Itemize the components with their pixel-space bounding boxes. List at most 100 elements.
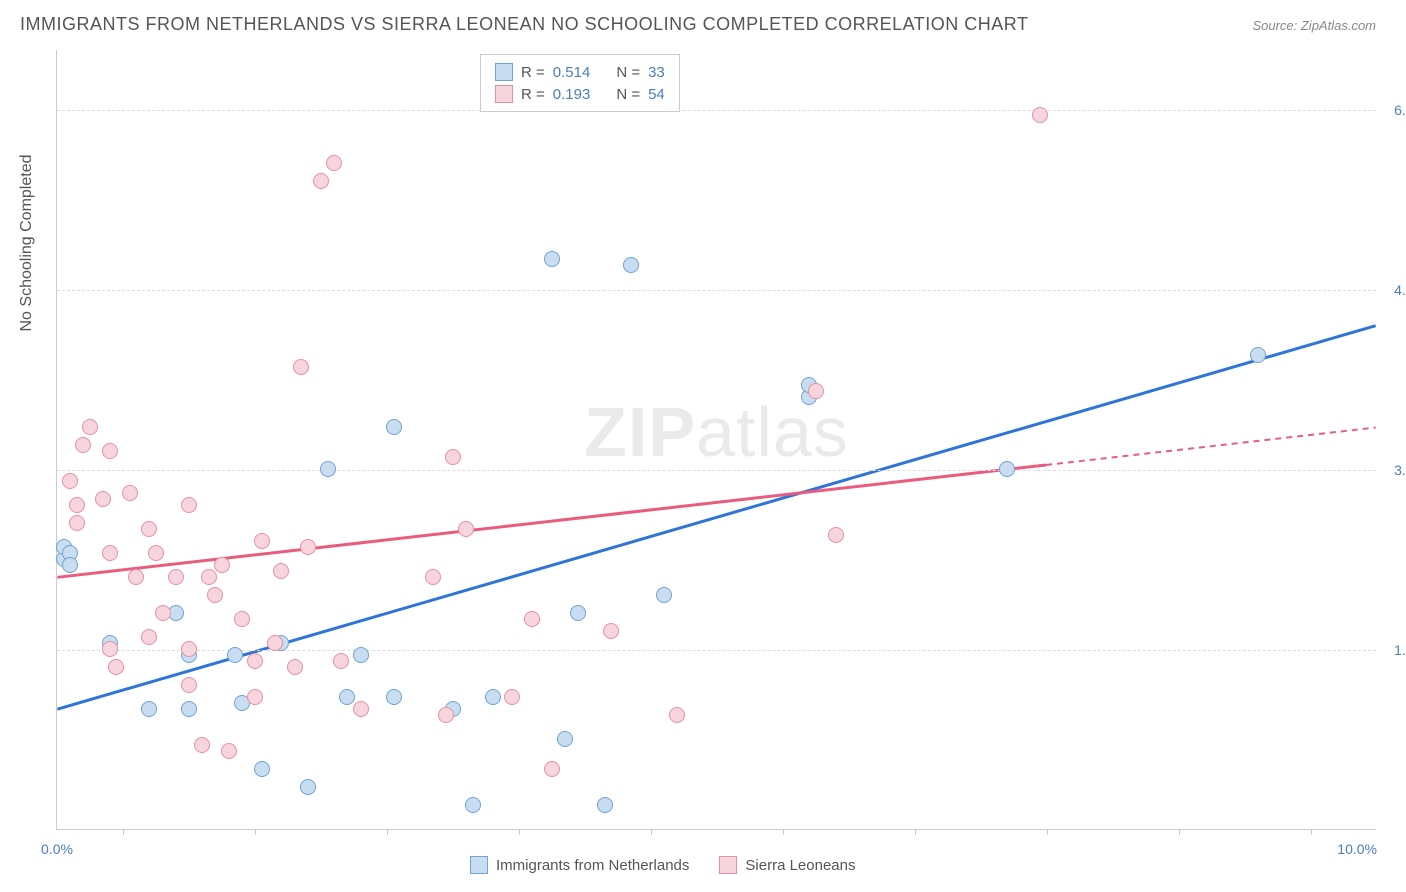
x-tick: [651, 829, 652, 835]
data-point: [102, 545, 118, 561]
x-tick: [783, 829, 784, 835]
data-point: [69, 497, 85, 513]
data-point: [656, 587, 672, 603]
x-tick: [387, 829, 388, 835]
data-point: [1032, 107, 1048, 123]
data-point: [221, 743, 237, 759]
gridline: [57, 470, 1376, 471]
data-point: [254, 761, 270, 777]
x-tick: [255, 829, 256, 835]
trend-lines-layer: [57, 50, 1376, 829]
trend-line: [57, 465, 1046, 577]
data-point: [544, 251, 560, 267]
data-point: [504, 689, 520, 705]
data-point: [465, 797, 481, 813]
x-tick: [519, 829, 520, 835]
data-point: [320, 461, 336, 477]
series-legend-item: Sierra Leoneans: [719, 856, 855, 874]
data-point: [485, 689, 501, 705]
data-point: [300, 779, 316, 795]
data-point: [181, 497, 197, 513]
data-point: [95, 491, 111, 507]
data-point: [69, 515, 85, 531]
data-point: [234, 611, 250, 627]
x-tick: [1311, 829, 1312, 835]
x-min-label: 0.0%: [41, 841, 73, 857]
data-point: [201, 569, 217, 585]
data-point: [386, 419, 402, 435]
data-point: [254, 533, 270, 549]
data-point: [339, 689, 355, 705]
data-point: [181, 641, 197, 657]
data-point: [623, 257, 639, 273]
data-point: [438, 707, 454, 723]
source-attribution: Source: ZipAtlas.com: [1252, 18, 1376, 33]
trend-line-extrapolated: [1046, 428, 1376, 465]
data-point: [597, 797, 613, 813]
data-point: [62, 557, 78, 573]
data-point: [300, 539, 316, 555]
data-point: [267, 635, 283, 651]
gridline: [57, 290, 1376, 291]
data-point: [273, 563, 289, 579]
r-label: R =: [521, 64, 545, 81]
x-tick: [1047, 829, 1048, 835]
n-value: 54: [648, 86, 665, 103]
data-point: [128, 569, 144, 585]
data-point: [445, 449, 461, 465]
data-point: [227, 647, 243, 663]
data-point: [570, 605, 586, 621]
data-point: [313, 173, 329, 189]
series-legend-label: Immigrants from Netherlands: [496, 857, 689, 874]
series-legend-label: Sierra Leoneans: [745, 857, 855, 874]
correlation-legend-row: R = 0.514 N = 33: [495, 61, 665, 83]
gridline: [57, 650, 1376, 651]
series-legend-item: Immigrants from Netherlands: [470, 856, 689, 874]
data-point: [999, 461, 1015, 477]
data-point: [155, 605, 171, 621]
data-point: [808, 383, 824, 399]
chart-plot-area: ZIPatlas 1.5%3.0%4.5%6.0%0.0%10.0%: [56, 50, 1376, 830]
legend-swatch: [495, 63, 513, 81]
data-point: [122, 485, 138, 501]
data-point: [353, 701, 369, 717]
data-point: [458, 521, 474, 537]
gridline: [57, 110, 1376, 111]
data-point: [557, 731, 573, 747]
legend-swatch: [470, 856, 488, 874]
x-tick: [1179, 829, 1180, 835]
y-tick-label: 3.0%: [1381, 462, 1406, 478]
data-point: [102, 641, 118, 657]
trend-line: [57, 326, 1375, 710]
data-point: [148, 545, 164, 561]
correlation-legend-row: R =0.193N =54: [495, 83, 665, 105]
data-point: [194, 737, 210, 753]
data-point: [425, 569, 441, 585]
legend-swatch: [495, 85, 513, 103]
data-point: [62, 473, 78, 489]
n-value: 33: [648, 64, 665, 81]
data-point: [82, 419, 98, 435]
data-point: [108, 659, 124, 675]
r-value: 0.514: [553, 64, 591, 81]
data-point: [181, 677, 197, 693]
data-point: [181, 701, 197, 717]
n-label: N =: [616, 64, 640, 81]
data-point: [544, 761, 560, 777]
correlation-legend: R =0.514N =33R =0.193N =54: [480, 54, 680, 112]
y-axis-label: No Schooling Completed: [18, 155, 36, 332]
y-tick-label: 4.5%: [1381, 282, 1406, 298]
data-point: [524, 611, 540, 627]
data-point: [353, 647, 369, 663]
n-label: N =: [616, 86, 640, 103]
x-tick: [915, 829, 916, 835]
data-point: [141, 701, 157, 717]
data-point: [828, 527, 844, 543]
data-point: [386, 689, 402, 705]
y-tick-label: 6.0%: [1381, 102, 1406, 118]
data-point: [603, 623, 619, 639]
data-point: [293, 359, 309, 375]
legend-swatch: [719, 856, 737, 874]
series-legend: Immigrants from Netherlands Sierra Leonea…: [470, 856, 855, 874]
x-tick: [123, 829, 124, 835]
